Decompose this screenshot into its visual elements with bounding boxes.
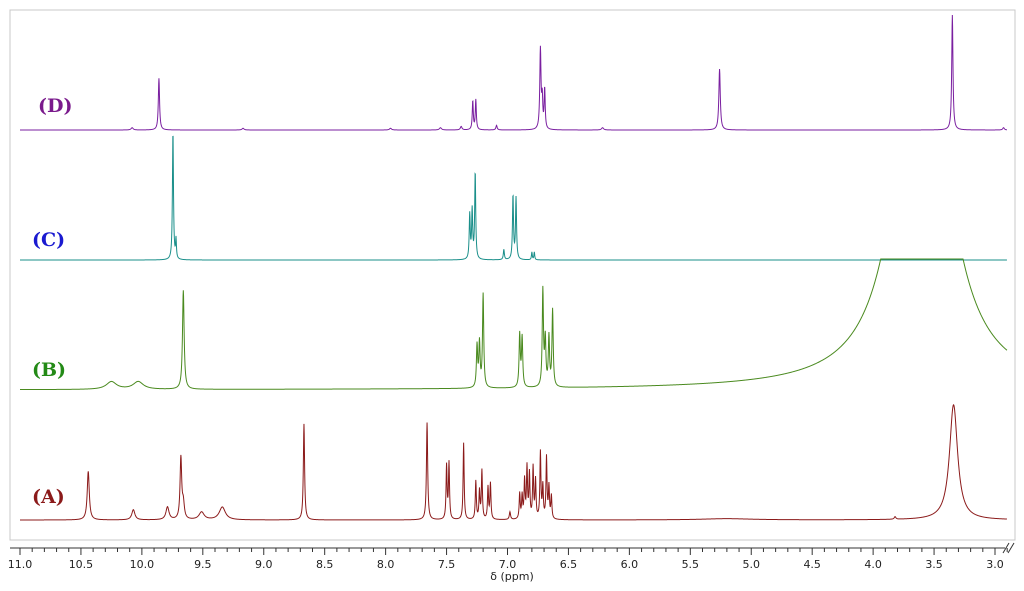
x-tick-label: 10.0	[130, 558, 155, 571]
trace-label-b: (B)	[32, 359, 66, 381]
x-tick-label: 8.0	[377, 558, 395, 571]
plot-frame	[9, 9, 1016, 541]
x-tick-label: 4.0	[864, 558, 882, 571]
x-tick-label: 6.5	[560, 558, 578, 571]
x-tick-label: 3.0	[986, 558, 1004, 571]
x-tick-label: 6.0	[621, 558, 639, 571]
x-tick-label: 11.0	[8, 558, 33, 571]
x-tick-label: 4.5	[803, 558, 821, 571]
spectrum-trace-a	[20, 403, 1007, 521]
x-tick-label: 10.5	[69, 558, 94, 571]
x-axis: 11.0 10.5 10.0 9.5 9.0 8.5 8.0 7.5 7.0 6.5 6.0 5.5 5…	[8, 542, 1015, 583]
spectrum-trace-d	[20, 14, 1007, 131]
spectra-group	[20, 14, 1008, 521]
trace-label-a: (A)	[32, 486, 65, 508]
spectrum-trace-c	[20, 135, 1007, 261]
x-tick-label: 3.5	[925, 558, 943, 571]
x-tick-label: 7.0	[499, 558, 517, 571]
axis-break-mark	[1002, 542, 1010, 554]
x-tick-label: 8.5	[316, 558, 334, 571]
axis-break-mark	[1007, 542, 1015, 554]
trace-label-c: (C)	[32, 229, 65, 251]
x-tick-label: 9.0	[255, 558, 273, 571]
x-tick-label: 5.5	[682, 558, 700, 571]
x-tick-label: 7.5	[438, 558, 456, 571]
x-axis-title: δ (ppm)	[490, 570, 534, 583]
x-tick-label: 9.5	[194, 558, 212, 571]
trace-label-d: (D)	[38, 95, 72, 117]
trace-labels: (D) (C) (B) (A)	[32, 95, 72, 508]
x-tick-group: 11.0 10.5 10.0 9.5 9.0 8.5 8.0 7.5 7.0 6.5 6.0 5.5 5…	[8, 548, 1008, 571]
x-tick-label: 5.0	[743, 558, 761, 571]
spectrum-trace-b	[20, 258, 1008, 391]
